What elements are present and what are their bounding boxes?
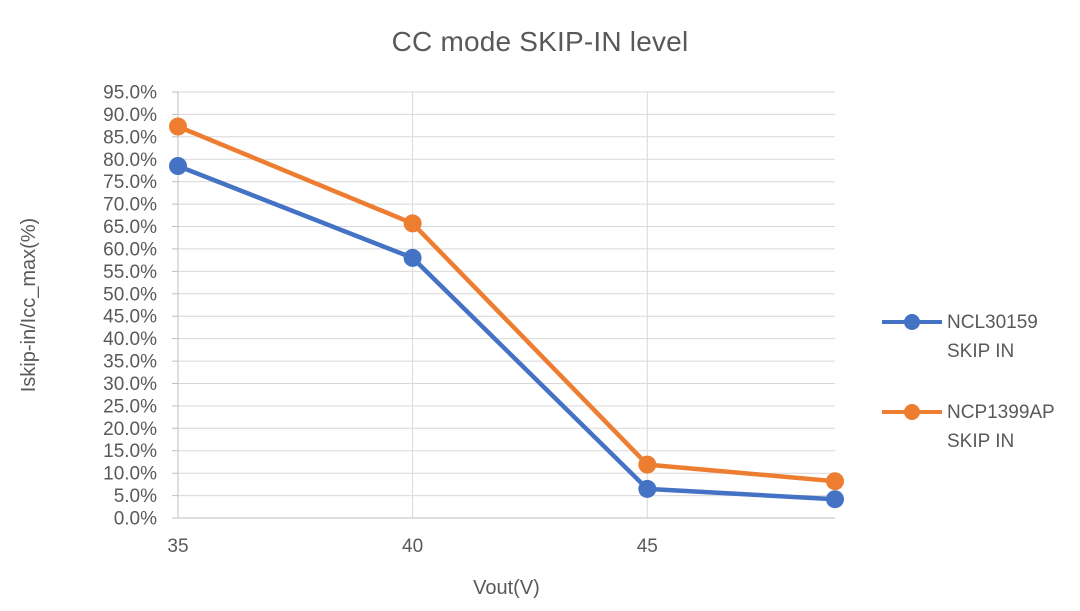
- x-tick-label: 40: [402, 536, 423, 557]
- series-line: [175, 163, 838, 502]
- x-axis-title: Vout(V): [473, 577, 540, 599]
- y-tick-label: 25.0%: [103, 396, 157, 417]
- chart-title: CC mode SKIP-IN level: [391, 26, 689, 57]
- legend-entry-ncl30159: NCL30159 SKIP IN: [881, 308, 1079, 366]
- legend-entry-ncp1399ap: NCP1399AP SKIP IN: [881, 398, 1079, 456]
- y-tick-label: 20.0%: [103, 419, 157, 440]
- legend-marker-line-dot-icon: [882, 314, 942, 330]
- legend-marker-line-dot-icon: [882, 404, 942, 420]
- y-tick-label: 60.0%: [103, 239, 157, 260]
- y-tick-label: 50.0%: [103, 284, 157, 305]
- y-tick-label: 85.0%: [103, 127, 157, 148]
- y-tick-label: 45.0%: [103, 307, 157, 328]
- data-point-marker: [826, 490, 844, 509]
- data-point-marker: [638, 455, 657, 474]
- y-tick-label: 40.0%: [103, 329, 157, 350]
- y-tick-label: 70.0%: [103, 195, 157, 216]
- legend-label: NCL30159 SKIP IN: [947, 312, 1038, 362]
- y-tick-label: 75.0%: [103, 172, 157, 193]
- y-tick-label: 30.0%: [103, 374, 157, 395]
- data-point-marker: [403, 214, 422, 233]
- legend-label: NCP1399AP SKIP IN: [947, 402, 1055, 452]
- y-tick-label: 5.0%: [114, 486, 157, 507]
- legend-series-dot: [904, 404, 920, 420]
- data-point-marker: [169, 117, 187, 136]
- y-tick-label: 90.0%: [103, 105, 157, 126]
- y-tick-label: 10.0%: [103, 464, 157, 485]
- series-line: [175, 124, 838, 484]
- x-tick-label: 35: [167, 536, 188, 557]
- y-tick-label: 0.0%: [114, 509, 157, 530]
- y-tick-label: 65.0%: [103, 217, 157, 238]
- y-tick-label: 35.0%: [103, 352, 157, 373]
- data-point-marker: [403, 248, 422, 267]
- y-tick-label: 55.0%: [103, 262, 157, 283]
- y-tick-label: 15.0%: [103, 441, 157, 462]
- data-point-marker: [826, 472, 844, 491]
- data-point-marker: [638, 479, 657, 498]
- data-point-marker: [169, 157, 187, 175]
- y-tick-label: 95.0%: [103, 83, 157, 104]
- x-tick-label: 45: [637, 536, 658, 557]
- legend-series-dot: [904, 314, 920, 330]
- y-tick-label: 80.0%: [103, 150, 157, 171]
